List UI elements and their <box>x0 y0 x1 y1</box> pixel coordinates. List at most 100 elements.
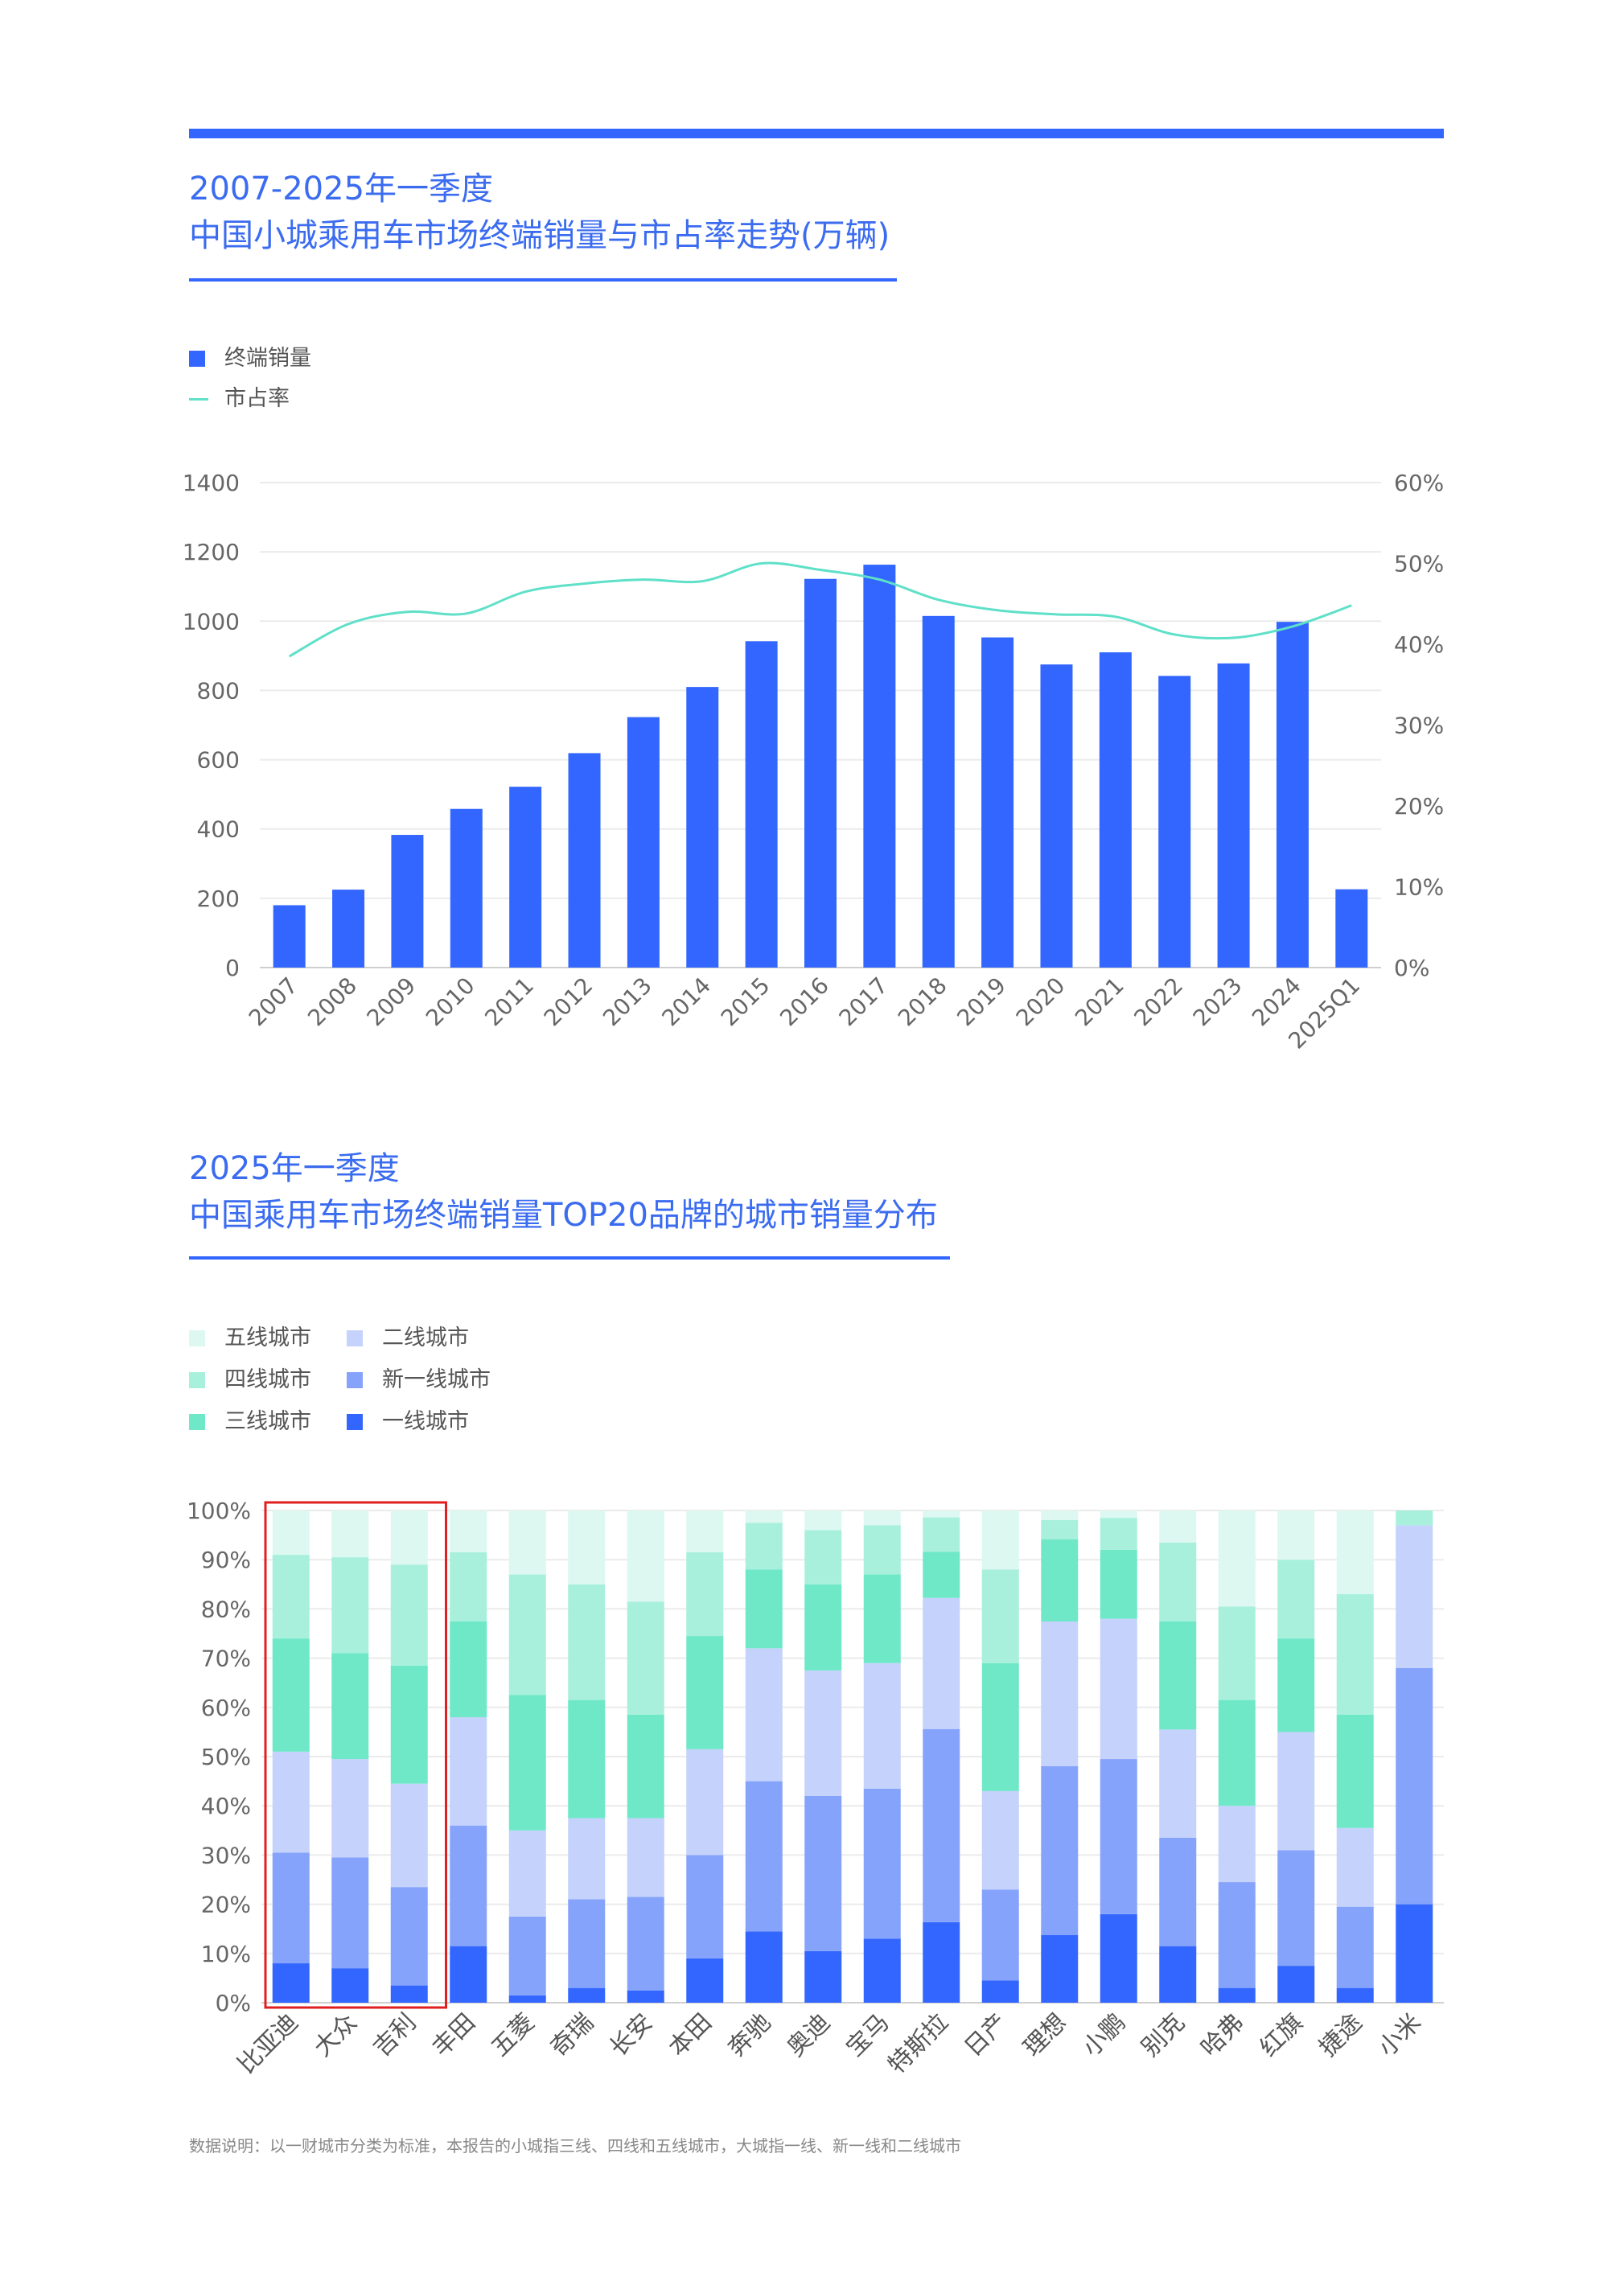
bar <box>804 578 837 968</box>
stacked-segment <box>1159 1542 1197 1621</box>
stacked-segment <box>686 1510 724 1553</box>
bar <box>273 905 306 968</box>
stacked-segment <box>627 1510 664 1602</box>
legend-swatch-new_tier1 <box>347 1372 363 1388</box>
stacked-segment <box>804 1795 842 1951</box>
stacked-segment <box>981 1889 1019 1981</box>
stacked-segment <box>804 1510 842 1531</box>
stacked-segment <box>450 1825 487 1946</box>
y-left-tick-label: 0 <box>225 955 240 981</box>
y-right-tick-label: 0% <box>1394 955 1429 981</box>
stacked-segment <box>627 1714 664 1819</box>
stacked-segment <box>1218 1987 1256 2003</box>
stacked-segment <box>981 1510 1019 1570</box>
stacked-segment <box>1336 1827 1374 1907</box>
stacked-segment <box>272 1852 310 1964</box>
stacked-segment <box>1100 1518 1137 1550</box>
x-tick-label: 小米 <box>1373 2008 1427 2062</box>
stacked-segment <box>508 1830 546 1917</box>
stacked-segment <box>1218 1510 1256 1607</box>
y-right-tick-label: 20% <box>1394 793 1444 820</box>
y-tick-label: 40% <box>201 1793 251 1819</box>
stacked-segment <box>1159 1837 1197 1946</box>
legend-label-share: 市占率 <box>224 386 290 411</box>
stacked-segment <box>863 1574 901 1663</box>
x-tick-label: 2014 <box>656 972 716 1032</box>
x-tick-label: 红旗 <box>1255 2008 1309 2062</box>
x-tick-label: 2010 <box>421 972 480 1032</box>
stacked-segment <box>331 1759 369 1858</box>
stacked-segment <box>1159 1621 1197 1730</box>
stacked-segment <box>686 1636 724 1749</box>
stacked-segment <box>863 1525 901 1575</box>
sales-share-chart: 0 200 400 600 800 1000 1200 1400 0% 10% 20% 30% 40% 5… <box>183 470 1445 1054</box>
x-tick-label: 2023 <box>1188 972 1248 1032</box>
bar <box>922 615 955 968</box>
stacked-segment <box>1396 1667 1433 1905</box>
legend-label-sales: 终端销量 <box>224 346 311 371</box>
bar <box>981 637 1014 968</box>
stacked-segment <box>331 1557 369 1654</box>
stacked-segment <box>745 1781 783 1932</box>
legend-label-tier3: 三线城市 <box>224 1409 311 1434</box>
x-tick-label: 日产 <box>959 2008 1013 2062</box>
stacked-segment <box>1100 1913 1137 2003</box>
stacked-segment <box>1396 1904 1433 2003</box>
legend-swatch-tier5 <box>189 1330 205 1346</box>
bar <box>1217 663 1250 968</box>
x-tick-label: 2019 <box>952 972 1011 1032</box>
bar <box>745 641 778 968</box>
stacked-segment <box>1277 1850 1315 1967</box>
stacked-segment <box>923 1728 960 1922</box>
legend-label-tier2: 二线城市 <box>382 1325 469 1350</box>
legend-label-tier1: 一线城市 <box>382 1409 469 1434</box>
stacked-segment <box>450 1621 487 1718</box>
stacked-segment <box>568 1699 606 1819</box>
stacked-segment <box>272 1510 310 1556</box>
legend-swatch-tier2 <box>347 1330 363 1346</box>
footnote: 数据说明：以一财城市分类为标准，本报告的小城指三线、四线和五线城市，大城指一线、… <box>189 2136 961 2156</box>
x-tick-label: 2021 <box>1070 972 1129 1032</box>
y-tick-label: 0% <box>216 1990 251 2016</box>
stacked-segment <box>390 1887 428 1986</box>
x-tick-label: 本田 <box>664 2008 717 2062</box>
stacked-segment <box>1159 1729 1197 1838</box>
stacked-segment <box>1336 1510 1374 1595</box>
stacked-segment <box>508 1695 546 1831</box>
stacked-segment <box>981 1662 1019 1791</box>
x-tick-label: 吉利 <box>368 2008 421 2062</box>
stacked-segment <box>1041 1621 1079 1766</box>
bar <box>1335 889 1368 968</box>
x-tick-label: 哈弗 <box>1195 2008 1249 2062</box>
stacked-segment <box>1336 1594 1374 1715</box>
bar <box>1099 652 1132 968</box>
stacked-segment <box>686 1855 724 1958</box>
x-tick-label: 特斯拉 <box>883 2008 954 2079</box>
stacked-segment <box>331 1510 369 1558</box>
stacked-segment <box>450 1717 487 1826</box>
y-tick-label: 30% <box>201 1842 251 1868</box>
y-tick-label: 50% <box>201 1744 251 1770</box>
legend-swatch-tier4 <box>189 1372 205 1388</box>
stacked-segment <box>272 1751 310 1853</box>
x-tick-label: 奥迪 <box>782 2008 836 2062</box>
share-line <box>288 561 1352 658</box>
stacked-segment <box>568 1584 606 1700</box>
x-tick-label: 2009 <box>362 972 421 1032</box>
stacked-segment <box>745 1523 783 1570</box>
stacked-segment <box>804 1530 842 1584</box>
stacked-segment <box>1218 1882 1256 1988</box>
x-tick-label: 宝马 <box>841 2008 894 2062</box>
chart1-title-underline <box>189 278 897 282</box>
stacked-segment <box>627 1601 664 1715</box>
stacked-segment <box>508 1574 546 1695</box>
legend-label-tier5: 五线城市 <box>224 1325 311 1350</box>
y-tick-label: 60% <box>201 1695 251 1721</box>
y-tick-label: 80% <box>201 1596 251 1622</box>
stacked-segment <box>1041 1539 1079 1621</box>
x-tick-label: 五菱 <box>486 2008 540 2062</box>
legend-swatch-sales <box>189 351 205 367</box>
stacked-segment <box>1277 1638 1315 1732</box>
stacked-segment <box>390 1783 428 1888</box>
x-tick-label: 丰田 <box>427 2008 481 2062</box>
